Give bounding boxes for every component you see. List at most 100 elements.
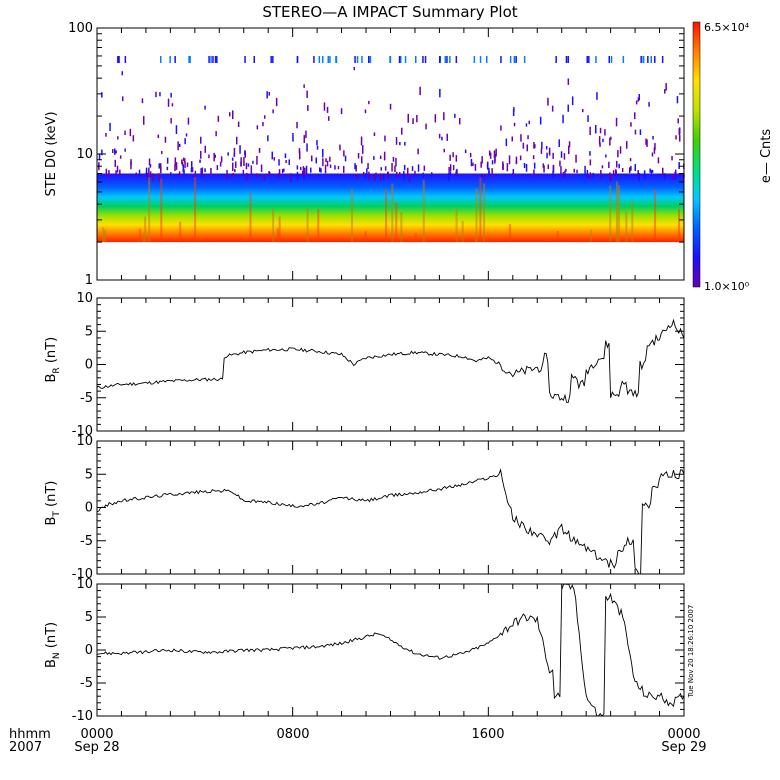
spectrogram-pixel: [157, 134, 160, 138]
spectrogram-pixel: [353, 66, 355, 71]
spectrogram-pixel: [101, 149, 103, 156]
spectrogram-pixel: [307, 105, 309, 111]
spectrogram-pixel: [264, 115, 266, 119]
spectrogram-pixel: [117, 136, 119, 140]
spectrogram-pixel: [547, 164, 549, 169]
spectrogram-pixel: [494, 159, 496, 164]
spectrogram-pixel: [179, 143, 181, 147]
spectrogram-pixel: [564, 170, 566, 178]
spectrogram-pixel: [115, 170, 117, 175]
spectrogram-pixel: [543, 165, 545, 173]
spectrogram-pixel: [472, 162, 474, 167]
spectrogram-pixel: [407, 167, 409, 177]
spectrogram-pixel: [483, 183, 486, 243]
spectrogram-pixel: [403, 164, 406, 171]
spectrogram-pixel: [617, 150, 619, 158]
spectrogram-pixel: [354, 163, 356, 170]
spectrogram-pixel: [356, 56, 359, 63]
series-line-BR: [96, 318, 685, 403]
spectrogram-pixel: [634, 129, 637, 135]
spectrogram-pixel: [642, 56, 645, 63]
spectrogram-pixel: [560, 151, 563, 158]
spectrogram-pixel: [275, 97, 278, 107]
spectrogram-pixel: [425, 123, 427, 130]
spectrogram-pixel: [634, 164, 636, 172]
spectrogram-pixel: [678, 162, 680, 170]
spectrogram-pixel: [630, 165, 632, 171]
spectrogram-pixel: [403, 171, 405, 180]
spectrogram-pixel: [562, 172, 565, 178]
spectrogram-pixel: [105, 168, 108, 175]
spectrogram-pixel: [592, 172, 594, 178]
spectrogram-pixel: [640, 56, 642, 63]
spectrogram-pixel: [368, 100, 370, 105]
spectrogram-pixel: [392, 156, 395, 162]
spectrogram-pixel: [105, 133, 107, 137]
spectrogram-pixel: [675, 169, 677, 178]
spectrogram-pixel: [318, 56, 321, 63]
spectrogram-pixel: [455, 209, 458, 242]
spectrogram-pixel: [357, 153, 360, 159]
spectrogram-pixel: [546, 152, 548, 159]
spectrogram-pixel: [568, 145, 570, 155]
spectrogram-pixel: [615, 117, 618, 127]
spectrogram-pixel: [649, 168, 651, 173]
spectrogram-pixel: [316, 145, 319, 150]
spectrogram-pixel: [619, 146, 622, 154]
spectrogram-pixel: [324, 164, 327, 174]
spectrogram-pixel: [567, 104, 569, 112]
spectrogram-pixel: [201, 167, 204, 177]
spectrogram-pixel: [252, 160, 254, 164]
spectrogram-pixel: [449, 56, 451, 63]
spectrogram-pixel: [322, 149, 324, 158]
spectrogram-pixel: [449, 171, 452, 176]
spectrogram-pixel: [533, 162, 536, 169]
spectrogram-pixel: [469, 152, 472, 158]
spectrogram-pixel: [326, 106, 329, 113]
ylabel-symbol: B: [44, 374, 59, 383]
spectrogram-y-tick-label: 100: [68, 21, 93, 36]
spectrogram-pixel: [226, 169, 228, 179]
spectrogram-pixel: [654, 143, 656, 151]
spectrogram-pixel: [643, 170, 646, 180]
spectrogram-pixel: [411, 166, 414, 171]
spectrogram-pixel: [191, 161, 193, 169]
spectrogram-pixel: [194, 177, 197, 243]
spectrogram-pixel: [599, 127, 602, 134]
spectrogram-pixel: [417, 164, 420, 172]
spectrogram-pixel: [217, 115, 220, 122]
spectrogram-pixel: [512, 173, 514, 177]
spectrogram-pixel: [288, 159, 290, 165]
spectrogram-pixel: [416, 114, 418, 123]
spectrogram-pixel: [245, 162, 248, 170]
spectrogram-pixel: [512, 169, 515, 174]
spectrogram-pixel: [115, 150, 117, 154]
spectrogram-pixel: [488, 150, 491, 156]
x-date-3: Sep 29: [661, 740, 706, 755]
spectrogram-pixel: [615, 181, 618, 243]
spectrogram-pixel: [178, 171, 181, 177]
spectrogram-pixel: [565, 168, 567, 172]
spectrogram-pixel: [645, 138, 647, 145]
spectrogram-pixel: [129, 128, 132, 137]
spectrogram-pixel: [278, 169, 281, 176]
spectrogram-pixel: [360, 136, 363, 146]
spectrogram-pixel: [589, 229, 592, 243]
spectrogram-pixel: [124, 130, 126, 135]
spectrogram-pixel: [616, 160, 618, 168]
spectrogram-pixel: [266, 91, 268, 99]
x-tick-3: 0000: [667, 727, 700, 742]
spectrogram-pixel: [608, 161, 610, 168]
spectrogram-pixel: [355, 165, 357, 172]
panel-ylabel: BR (nT): [44, 337, 62, 383]
spectrogram-pixel: [152, 173, 154, 181]
spectrogram-pixel: [389, 103, 392, 110]
spectrogram-pixel: [258, 147, 261, 153]
spectrogram-pixel: [189, 56, 191, 63]
spectrogram-pixel: [313, 56, 315, 63]
spectrogram-pixel: [369, 56, 372, 63]
spectrogram-pixel: [618, 163, 620, 169]
spectrogram-pixel: [657, 157, 660, 164]
spectrogram-pixel: [480, 161, 482, 168]
spectrogram-pixel: [567, 56, 569, 63]
